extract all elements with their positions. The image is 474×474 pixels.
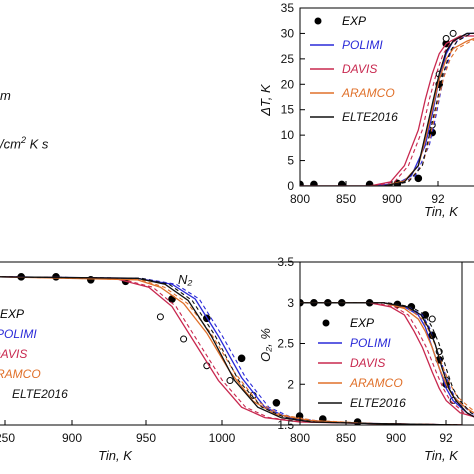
series-line-davis xyxy=(300,35,474,186)
x-tick-label: 800 xyxy=(290,192,310,206)
legend-label-aramco: ARAMCO xyxy=(349,376,403,390)
x-tick-label: 850 xyxy=(336,192,356,206)
x-axis-label: Tin, K xyxy=(98,448,133,463)
legend-N2: EXP POLIMI DAVIS ARAMCO ELTE2016 xyxy=(0,307,68,401)
legend-label-polimi: POLIMI xyxy=(350,336,391,350)
x-tick-label: 850 xyxy=(336,431,356,445)
x-tick-label: 950 xyxy=(136,431,156,445)
data-point-open xyxy=(428,315,436,323)
x-tick-label: 800 xyxy=(290,431,310,445)
legend-label-elte2016: ELTE2016 xyxy=(350,396,406,410)
legend-O2: EXP POLIMI DAVIS ARAMCO ELTE2016 xyxy=(318,316,406,410)
data-point-open xyxy=(180,335,188,343)
series-line-dashed-elte2016 xyxy=(304,302,474,416)
x-tick-label: 92 xyxy=(431,192,445,206)
chart-O2: 1.5 2 2.5 3 3.5 800 850 900 92 Tin, K O₂, % xyxy=(258,255,474,463)
legend-marker-exp xyxy=(314,17,322,25)
legend-label-aramco: ARAMCO xyxy=(341,86,395,100)
plot-area-dT xyxy=(300,29,474,186)
series-line-aramco xyxy=(300,302,474,414)
y-tick-label: 2.5 xyxy=(277,337,294,351)
y-tick-label: 2 xyxy=(287,377,294,391)
legend-label-elte2016: ELTE2016 xyxy=(342,110,398,124)
legend-label-polimi: POLIMI xyxy=(342,38,383,52)
plot-area-O2 xyxy=(300,298,474,418)
x-tick-label: 92 xyxy=(439,431,453,445)
y-tick-label: 10 xyxy=(281,128,295,142)
series-line-elte2016 xyxy=(300,302,474,418)
y-axis-label: O₂, % xyxy=(258,328,273,362)
x-tick-label: 900 xyxy=(62,431,82,445)
data-point-open xyxy=(442,35,450,43)
legend-label-exp: EXP xyxy=(350,316,374,330)
data-point xyxy=(353,418,362,425)
data-point-open xyxy=(449,29,457,37)
series-line-davis xyxy=(300,302,474,418)
legend-marker-exp xyxy=(322,319,330,327)
x-tick-label: 900 xyxy=(382,192,402,206)
panel-title: N₂ xyxy=(178,272,192,287)
y-tick-label: 5 xyxy=(287,154,294,168)
legend-label-polimi: POLIMI xyxy=(0,327,37,341)
y-tick-label: 0 xyxy=(287,179,294,193)
legend-label-davis: DAVIS xyxy=(350,356,385,370)
x-tick-label: 1000 xyxy=(209,431,236,445)
y-tick-label: 3.5 xyxy=(277,255,294,269)
x-tick-label: 250 xyxy=(0,431,15,445)
series-line-aramco xyxy=(300,37,474,186)
data-point xyxy=(310,180,318,186)
data-point xyxy=(237,354,246,363)
y-tick-label: 1.5 xyxy=(277,418,294,432)
legend-label-aramco: ARAMCO xyxy=(0,367,41,381)
text-fragment-units: /cm2 K s xyxy=(0,135,48,151)
units-suffix: K s xyxy=(25,136,49,152)
data-point xyxy=(365,180,374,186)
legend-dT: EXP POLIMI DAVIS ARAMCO ELTE2016 xyxy=(310,14,398,124)
data-point-open xyxy=(156,313,164,321)
plot-frame-N2 xyxy=(0,261,463,426)
series-line-dashed-elte2016 xyxy=(304,32,474,186)
text-fragment-top: m xyxy=(0,88,11,103)
legend-label-davis: DAVIS xyxy=(342,62,377,76)
series-line-dashed-aramco xyxy=(304,39,474,186)
series-line-dashed-aramco xyxy=(1,276,462,425)
y-tick-label: 35 xyxy=(281,1,295,15)
legend-label-exp: EXP xyxy=(342,14,366,28)
units-prefix: /cm xyxy=(0,136,21,152)
y-tick-label: 25 xyxy=(281,52,295,66)
data-point xyxy=(300,180,304,186)
x-tick-label: 900 xyxy=(386,431,406,445)
chart-N2: 250 900 950 1000 Tin, K N₂ xyxy=(0,261,463,463)
data-point-open xyxy=(226,377,234,385)
y-tick-label: 15 xyxy=(281,103,295,117)
plot-area-N2 xyxy=(0,273,462,425)
data-point xyxy=(337,180,346,186)
plot-frame-dT xyxy=(299,7,474,187)
y-tick-label: 3 xyxy=(287,296,294,310)
x-axis-label: Tin, K xyxy=(424,448,459,463)
series-line-elte2016 xyxy=(300,32,474,186)
series-line-dashed-davis xyxy=(304,35,474,186)
series-line-dashed-elte2016 xyxy=(1,276,462,425)
data-point xyxy=(414,174,423,183)
data-point xyxy=(272,398,281,407)
legend-label-davis: DAVIS xyxy=(0,347,27,361)
units-superscript: 2 xyxy=(20,135,26,145)
y-tick-label: 20 xyxy=(281,77,295,91)
legend-label-elte2016: ELTE2016 xyxy=(12,387,68,401)
legend-label-exp: EXP xyxy=(0,307,24,321)
y-tick-label: 30 xyxy=(281,26,295,40)
y-axis-label: ΔT, K xyxy=(258,83,273,117)
x-axis-label: Tin, K xyxy=(424,204,459,219)
